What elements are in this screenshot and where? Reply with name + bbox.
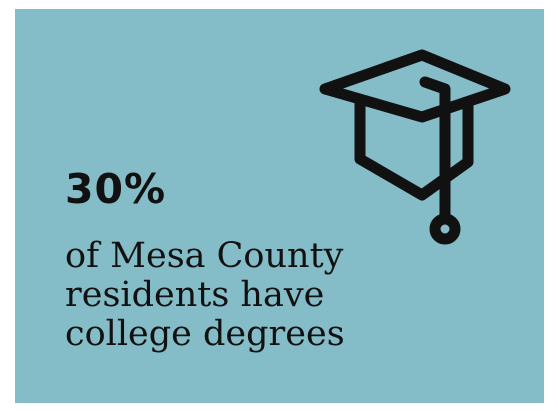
graduation-cap-icon: [319, 49, 511, 245]
caption-line: residents have: [65, 275, 325, 315]
stat-card: 30% of Mesa County residents have colleg…: [15, 9, 544, 403]
stat-caption: of Mesa County residents have college de…: [65, 237, 445, 354]
stat-value: 30%: [65, 165, 167, 213]
caption-line: of Mesa County: [65, 236, 344, 276]
caption-line: college degrees: [65, 314, 345, 354]
